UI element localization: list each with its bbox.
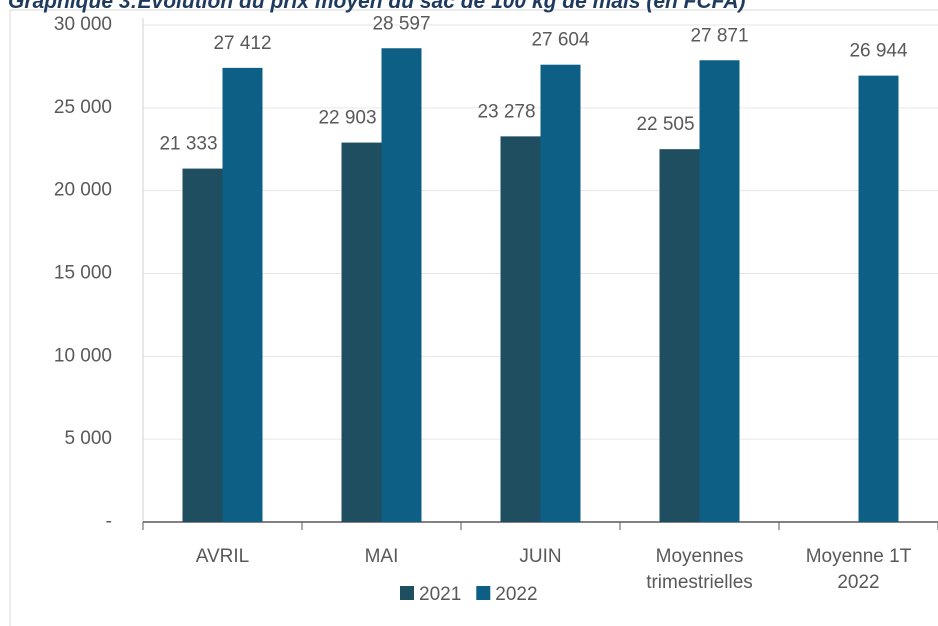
data-label: 27 604 xyxy=(531,30,590,51)
bar xyxy=(222,67,263,522)
legend-label: 2022 xyxy=(495,584,537,605)
legend-swatch xyxy=(400,586,414,600)
x-tick-label: Moyenne 1T 2022 xyxy=(805,546,912,593)
data-label: 22 505 xyxy=(636,114,694,135)
data-label: 21 333 xyxy=(159,134,217,155)
data-label: 28 597 xyxy=(372,13,430,34)
legend-swatch xyxy=(476,586,491,600)
legend-label: 2021 xyxy=(419,584,461,605)
bar xyxy=(341,142,382,522)
x-tick-label: Moyennes trimestrielles xyxy=(646,546,753,593)
data-label: 23 278 xyxy=(477,101,535,122)
y-tick-label: 20 000 xyxy=(54,180,112,201)
y-tick-label: 10 000 xyxy=(54,345,112,366)
bar xyxy=(182,168,223,522)
y-tick-label: - xyxy=(106,511,112,532)
x-tick-label: MAI xyxy=(364,546,399,567)
y-tick-label: 25 000 xyxy=(54,97,112,118)
chart-title: Graphique 3:Evolution du prix moyen du s… xyxy=(8,0,746,13)
bar xyxy=(500,136,541,522)
data-label: 27 871 xyxy=(690,25,748,46)
bar xyxy=(659,149,700,522)
x-tick-label: AVRIL xyxy=(195,546,250,567)
bar xyxy=(699,60,740,522)
bar xyxy=(381,48,422,522)
y-tick-label: 30 000 xyxy=(54,14,112,35)
data-label: 27 412 xyxy=(213,33,271,54)
bar xyxy=(858,75,899,522)
data-label: 26 944 xyxy=(849,41,908,62)
y-tick-label: 5 000 xyxy=(64,428,112,449)
chart-border xyxy=(9,9,938,626)
x-tick-label: JUIN xyxy=(519,546,562,567)
data-label: 22 903 xyxy=(318,108,376,129)
bar xyxy=(540,64,581,523)
y-tick-label: 15 000 xyxy=(54,263,112,284)
